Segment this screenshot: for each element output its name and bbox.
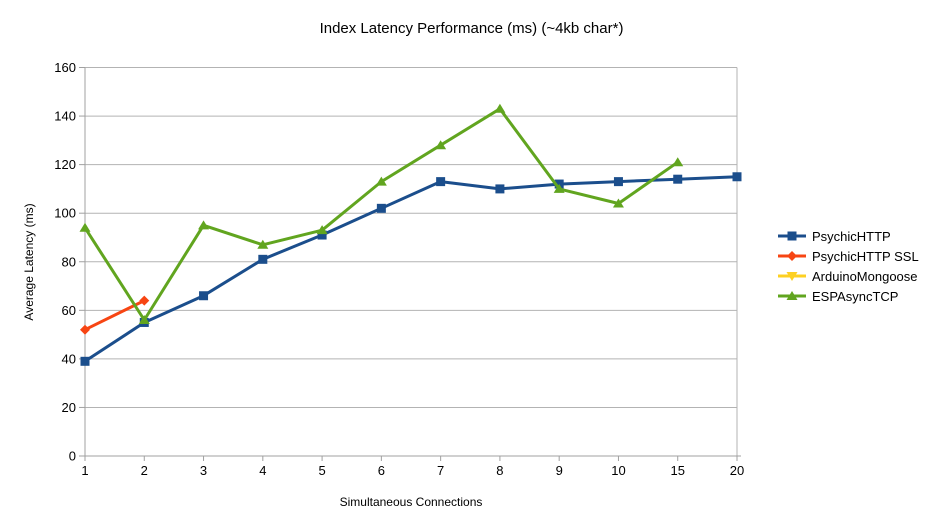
legend-item-arduinomongoose: ArduinoMongoose bbox=[777, 266, 919, 286]
x-tick-label: 7 bbox=[437, 463, 444, 478]
y-axis-title: Average Latency (ms) bbox=[22, 203, 36, 321]
series-marker-psychichttp bbox=[80, 356, 90, 366]
series-marker-psychichttp bbox=[376, 203, 386, 213]
chart-title: Index Latency Performance (ms) (~4kb cha… bbox=[319, 20, 624, 37]
legend-label: ArduinoMongoose bbox=[812, 268, 918, 284]
series-marker-espasynctcp bbox=[494, 103, 506, 113]
x-tick-label: 9 bbox=[556, 463, 563, 478]
y-tick-label: 100 bbox=[54, 206, 76, 221]
x-axis-title: Simultaneous Connections bbox=[339, 495, 483, 509]
series-line-espasynctcp bbox=[83, 107, 679, 322]
x-tick-label: 6 bbox=[378, 463, 385, 478]
y-tick-label: 20 bbox=[62, 400, 76, 415]
square-swatch-icon bbox=[778, 231, 806, 241]
diamond-swatch-icon bbox=[778, 251, 806, 261]
x-tick-label: 10 bbox=[611, 463, 625, 478]
triangle-down-swatch-icon bbox=[778, 272, 806, 281]
series-marker-psychichttp bbox=[673, 174, 683, 184]
legend-item-psychichttp: PsychicHTTP bbox=[777, 226, 919, 246]
series-marker-espasynctcp bbox=[435, 140, 447, 150]
series-marker-espasynctcp bbox=[316, 225, 328, 235]
legend-label: PsychicHTTP bbox=[812, 228, 891, 244]
legend-label: PsychicHTTP SSL bbox=[812, 248, 919, 264]
series-marker-espasynctcp bbox=[198, 220, 210, 230]
x-tick-label: 20 bbox=[730, 463, 744, 478]
x-tick-label: 5 bbox=[318, 463, 325, 478]
series-marker-psychichttp-ssl bbox=[80, 324, 90, 335]
triangle-up-swatch-icon bbox=[778, 291, 806, 300]
legend-item-psychichttp-ssl: PsychicHTTP SSL bbox=[777, 246, 919, 266]
legend-item-espasynctcp: ESPAsyncTCP bbox=[777, 286, 919, 306]
series-line-psychichttp bbox=[84, 175, 738, 363]
series-marker-psychichttp bbox=[436, 177, 446, 187]
series-marker-espasynctcp bbox=[138, 315, 150, 325]
series-marker-psychichttp bbox=[199, 291, 209, 301]
y-tick-label: 160 bbox=[54, 60, 76, 75]
series-marker-psychichttp-ssl bbox=[139, 295, 150, 306]
y-tick-label: 140 bbox=[54, 109, 76, 124]
series-marker-espasynctcp bbox=[612, 198, 624, 208]
series-marker-psychichttp bbox=[732, 172, 742, 182]
x-tick-label: 2 bbox=[141, 463, 148, 478]
series-marker-psychichttp bbox=[258, 254, 268, 264]
series-marker-psychichttp bbox=[613, 177, 623, 187]
x-tick-label: 3 bbox=[200, 463, 207, 478]
y-tick-label: 120 bbox=[54, 157, 76, 172]
series-marker-psychichttp bbox=[495, 184, 505, 194]
series-marker-espasynctcp bbox=[257, 239, 269, 249]
y-tick-label: 40 bbox=[62, 351, 76, 366]
y-tick-label: 0 bbox=[69, 449, 76, 464]
series-marker-espasynctcp bbox=[375, 176, 387, 186]
x-tick-label: 15 bbox=[670, 463, 684, 478]
y-tick-label: 80 bbox=[62, 254, 76, 269]
legend-label: ESPAsyncTCP bbox=[812, 288, 899, 304]
series-marker-espasynctcp bbox=[79, 222, 91, 232]
x-tick-label: 1 bbox=[81, 463, 88, 478]
legend: PsychicHTTP PsychicHTTP SSL ArduinoMongoos… bbox=[777, 226, 919, 306]
x-tick-label: 8 bbox=[496, 463, 503, 478]
series-marker-espasynctcp bbox=[672, 157, 684, 167]
y-tick-label: 60 bbox=[62, 303, 76, 318]
x-tick-label: 4 bbox=[259, 463, 266, 478]
series-marker-espasynctcp bbox=[553, 183, 565, 193]
